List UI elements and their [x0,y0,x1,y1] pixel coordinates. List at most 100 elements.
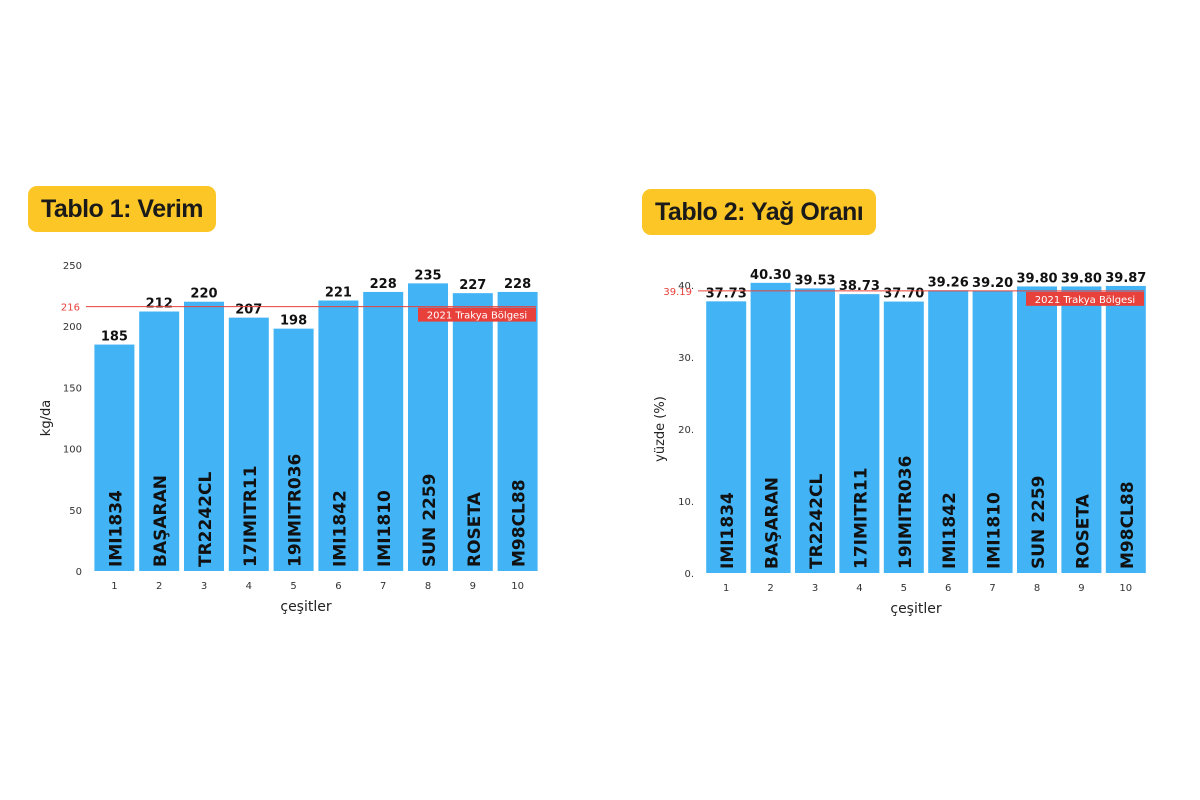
reference-value-label: 39.19 [663,287,692,298]
bar [928,290,969,573]
x-tick-label: 3 [812,583,818,594]
bar-name-label: BAŞARAN [763,477,783,569]
x-axis-label: çeşitler [280,599,331,615]
bar [273,328,314,571]
bar-value-label: 227 [459,278,486,293]
y-tick-label: 200 [63,322,82,333]
chart-title: Tablo 2: Yağ Oranı [642,189,877,235]
y-tick-label: 0. [684,569,694,580]
x-tick-label: 10 [1119,583,1132,594]
y-axis-label: kg/da [39,400,54,436]
bar-value-label: 39.87 [1105,271,1146,286]
bar-name-label: IMI1810 [375,490,395,567]
x-tick-label: 4 [856,583,862,594]
reference-value-label: 216 [61,303,80,314]
reference-legend-label: 2021 Trakya Bölgesi [1035,295,1135,306]
x-tick-label: 8 [425,581,431,592]
reference-legend-label: 2021 Trakya Bölgesi [427,311,527,322]
bar-value-label: 37.70 [883,287,924,302]
x-tick-label: 9 [1078,583,1084,594]
bar [363,291,404,571]
bar [318,300,359,571]
bar [184,301,224,571]
y-tick-label: 40. [678,281,694,292]
bar-value-label: 212 [146,297,173,312]
x-tick-label: 1 [111,581,117,592]
bar [1017,286,1057,573]
chart-title: Tablo 1: Verim [28,186,217,232]
bar-name-label: 17IMITR11 [851,467,871,569]
reference-legend-box [1026,291,1144,306]
bar-value-label: 198 [280,314,307,329]
y-tick-label: 250 [63,261,82,272]
y-tick-label: 0 [76,567,82,578]
bar-chart-verim: 0 50 100 150 200 250 kg/da 185 IMI1834 1 212 BAŞARA… [39,261,538,615]
bar [497,291,538,571]
bar-name-label: ROSETA [465,491,485,567]
x-axis-label: çeşitler [890,601,941,617]
bar-name-label: 19IMITR036 [286,454,306,567]
bar [839,294,880,573]
x-tick-label: 2 [767,583,773,594]
y-tick-label: 30. [678,353,694,364]
bar-name-label: ROSETA [1073,493,1093,569]
bar-value-label: 37.73 [706,286,747,301]
bar [706,301,747,573]
bar-name-label: M98CL88 [1118,481,1138,569]
x-tick-label: 4 [246,581,252,592]
x-tick-label: 1 [723,583,729,594]
bar [94,344,135,571]
bar-value-label: 235 [414,268,441,283]
bar-name-label: 17IMITR11 [241,465,261,567]
x-tick-label: 10 [511,581,524,592]
x-tick-label: 7 [989,583,995,594]
bar-name-label: IMI1810 [985,492,1005,569]
x-tick-label: 5 [901,583,907,594]
bar-name-label: IMI1842 [330,490,350,567]
bar-value-label: 39.26 [928,275,969,290]
y-tick-label: 20. [678,425,694,436]
bar-value-label: 228 [504,277,531,292]
y-tick-label: 150 [63,383,82,394]
bar [972,290,1013,573]
bar-chart-yag-orani: 0. 10. 20. 30. 40. yüzde (%) 37.73 IMI1834 1 40.3… [653,268,1146,617]
x-tick-label: 8 [1034,583,1040,594]
y-tick-label: 100 [63,445,82,456]
bar-name-label: SUN 2259 [420,473,440,567]
bar [228,317,269,571]
bar-value-label: 39.20 [972,276,1013,291]
reference-legend-box [418,307,536,322]
bar [795,288,835,573]
bar-name-label: BAŞARAN [151,475,171,567]
x-tick-label: 3 [201,581,207,592]
x-tick-label: 7 [380,581,386,592]
bar [750,282,791,573]
y-axis-label: yüzde (%) [653,396,668,462]
x-tick-label: 2 [156,581,162,592]
y-tick-label: 10. [678,497,694,508]
bar [1061,286,1102,573]
bar-value-label: 185 [101,330,128,345]
bar-name-label: TR2242CL [196,472,216,567]
bar-name-label: TR2242CL [807,474,827,569]
y-tick-label: 50 [69,506,82,517]
bar-value-label: 39.53 [794,273,835,288]
bar [883,301,924,573]
bar-name-label: M98CL88 [510,479,530,567]
bar-value-label: 220 [190,287,217,302]
bar-name-label: IMI1834 [718,492,738,569]
x-tick-label: 6 [335,581,341,592]
x-tick-label: 6 [945,583,951,594]
bar-name-label: SUN 2259 [1029,475,1049,569]
bar [452,293,493,571]
bar-value-label: 39.80 [1061,271,1102,286]
bar [408,283,448,571]
bar-name-label: 19IMITR036 [896,456,916,569]
bar-value-label: 39.80 [1016,271,1057,286]
bar-value-label: 221 [325,285,352,300]
bar-name-label: IMI1842 [940,492,960,569]
bar [1105,285,1146,573]
bar-value-label: 40.30 [750,268,791,283]
bar-value-label: 38.73 [839,279,880,294]
bar [139,311,180,571]
